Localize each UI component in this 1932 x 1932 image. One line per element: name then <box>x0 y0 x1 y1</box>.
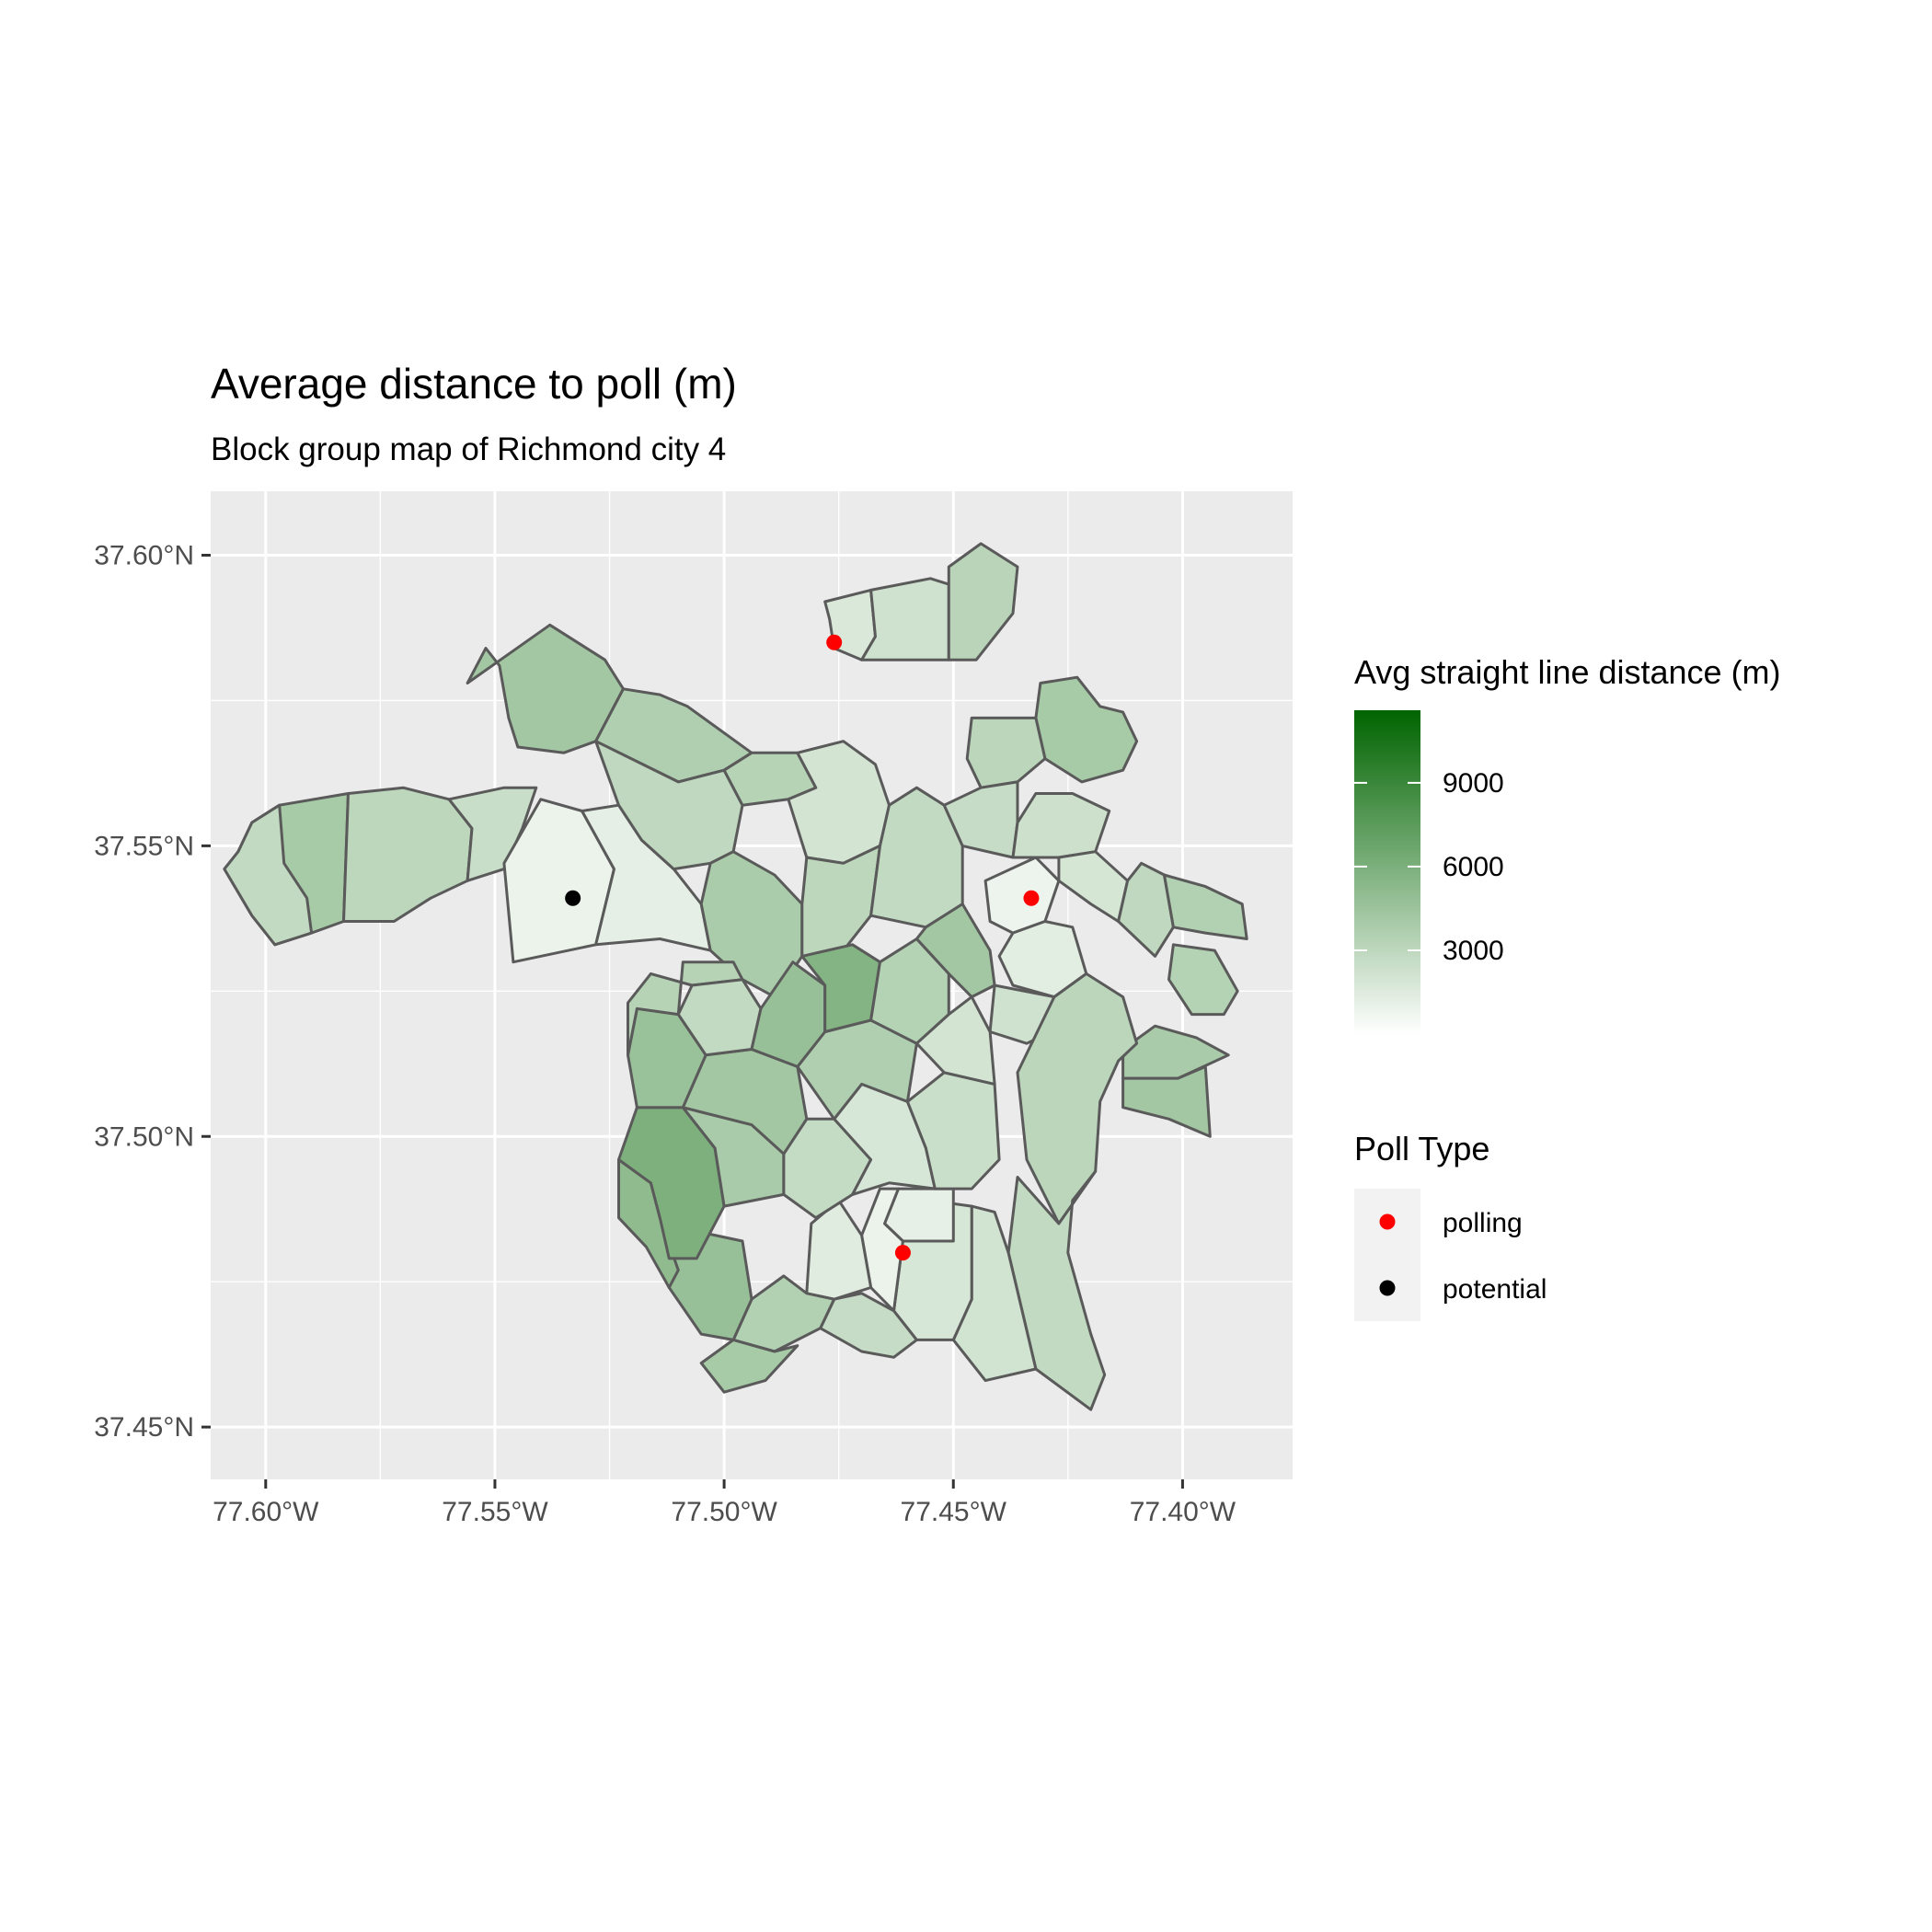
axis-ticks: 77.60°W 77.55°W 77.50°W 77.45°W 77.40°W 37.60… <box>94 540 1236 1527</box>
y-tick-label: 37.55°N <box>94 831 194 861</box>
color-bar <box>1354 710 1420 1034</box>
chart-title: Average distance to poll (m) <box>211 360 737 408</box>
poll-point-polling <box>1023 890 1040 906</box>
x-tick-label: 77.50°W <box>671 1497 777 1527</box>
block-group-region <box>699 850 804 999</box>
x-tick-label: 77.40°W <box>1130 1497 1236 1527</box>
poll-type-legend-title: Poll Type <box>1354 1130 1489 1167</box>
block-group-region <box>699 1338 799 1394</box>
poll-legend-items: polling potential <box>1379 1208 1547 1305</box>
y-tick-label: 37.50°N <box>94 1121 194 1152</box>
block-group-region <box>947 542 1019 661</box>
block-group-region <box>1163 873 1248 940</box>
poll-legend-key-polling <box>1379 1213 1396 1230</box>
poll-points <box>565 634 1040 1261</box>
block-group-region <box>466 623 625 754</box>
color-bar-label: 9000 <box>1443 768 1504 799</box>
poll-legend-key-potential <box>1379 1280 1396 1296</box>
poll-point-potential <box>565 890 581 906</box>
x-tick-label: 77.45°W <box>901 1497 1007 1527</box>
block-group-region <box>860 577 950 661</box>
y-tick-label: 37.60°N <box>94 540 194 570</box>
y-tick-label: 37.45°N <box>94 1412 194 1443</box>
block-group-region <box>1167 943 1239 1017</box>
block-group-region <box>1011 792 1111 859</box>
color-bar-label: 6000 <box>1443 852 1504 882</box>
block-group-region <box>860 1187 904 1313</box>
color-bar-label: 3000 <box>1443 936 1504 966</box>
x-tick-label: 77.55°W <box>442 1497 548 1527</box>
poll-point-polling <box>826 634 843 650</box>
block-group-region <box>223 803 314 947</box>
block-group-region <box>581 803 712 952</box>
poll-legend-label-potential: potential <box>1443 1274 1547 1305</box>
color-legend-title: Avg straight line distance (m) <box>1354 653 1781 691</box>
poll-legend-label-polling: polling <box>1443 1208 1523 1238</box>
poll-legend-key-background <box>1354 1189 1420 1321</box>
chart-subtitle: Block group map of Richmond city 4 <box>211 431 726 467</box>
x-tick-label: 77.60°W <box>213 1497 319 1527</box>
poll-type-legend: Poll Type polling potential <box>1354 1130 1547 1321</box>
block-group-region <box>905 1071 1001 1190</box>
color-legend: Avg straight line distance (m) 3000 6000 9… <box>1354 653 1781 1034</box>
poll-point-polling <box>894 1245 911 1261</box>
block-group-region <box>914 903 996 999</box>
color-bar-ticks: 3000 6000 9000 <box>1354 768 1504 966</box>
block-group-region <box>1121 1064 1212 1138</box>
block-group-regions <box>223 542 1248 1411</box>
block-group-region <box>627 960 744 1057</box>
block-group-region <box>800 844 881 958</box>
